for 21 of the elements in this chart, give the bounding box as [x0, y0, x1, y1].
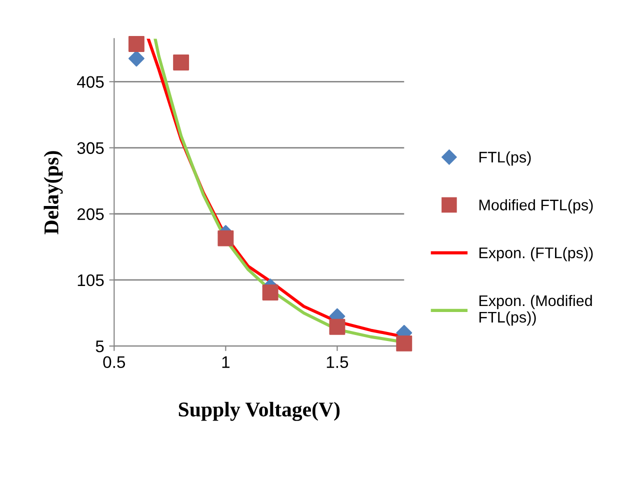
point	[218, 230, 234, 246]
legend-label: Modified FTL(ps)	[479, 199, 593, 214]
point	[262, 284, 278, 300]
x-tick-label: 1.5	[326, 356, 348, 368]
y-axis-title: Delay(ps)	[44, 151, 63, 234]
x-axis-title: Supply Voltage(V)	[178, 402, 340, 421]
y-tick-label: 205	[77, 208, 104, 220]
y-tick-label: 405	[77, 76, 104, 88]
y-tick-label: 105	[78, 274, 104, 286]
y-tick-label: 5	[96, 340, 104, 352]
legend-label: Expon. (Modified FTL(ps))	[479, 294, 592, 326]
y-tick-label: 305	[77, 142, 104, 154]
point	[396, 335, 412, 352]
x-tick-label: 0.5	[103, 356, 126, 368]
legend-label: FTL(ps)	[479, 151, 531, 166]
x-tick-label: 1	[222, 356, 230, 368]
point	[128, 36, 144, 52]
point	[329, 318, 346, 335]
point	[173, 54, 190, 70]
point	[128, 50, 144, 67]
legend-label: Expon. (FTL(ps))	[479, 247, 593, 262]
